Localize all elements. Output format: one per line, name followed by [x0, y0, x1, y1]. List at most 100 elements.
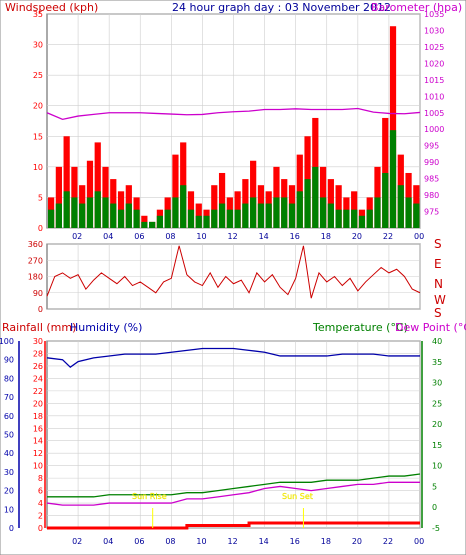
humidity-y-tick: 80	[4, 374, 14, 383]
barometer-axis-label: Barometer (hpa)	[371, 1, 462, 14]
average-bar	[149, 221, 156, 228]
humidity-y-tick: 70	[4, 393, 14, 402]
wind-y-tick: 25	[33, 71, 43, 80]
barometer-y-tick: 975	[424, 208, 439, 217]
average-bar	[226, 209, 233, 228]
rain-y-tick: 24	[33, 374, 43, 383]
average-bar	[288, 203, 296, 228]
average-bar	[71, 197, 78, 228]
average-bar	[94, 191, 101, 228]
humidity-y-tick: 0	[9, 524, 14, 533]
rain-y-tick: 8	[38, 474, 43, 483]
rain-y-tick: 22	[33, 387, 43, 396]
dewpoint-axis-label: Dew Point (°C)	[395, 321, 466, 334]
average-bar	[335, 209, 342, 228]
barometer-y-tick: 990	[424, 158, 439, 167]
average-bar	[234, 209, 241, 228]
humidity-y-tick: 90	[4, 356, 14, 365]
rain-y-tick: 14	[33, 437, 43, 446]
average-bar	[164, 209, 171, 228]
gust-bar	[110, 179, 117, 228]
rainfall-axis-label: Rainfall (mm)	[2, 321, 76, 334]
rain-y-tick: 20	[33, 399, 43, 408]
climate-x-tick: 16	[290, 537, 300, 546]
average-bar	[389, 130, 397, 228]
climate-x-tick: 18	[321, 537, 331, 546]
rain-y-tick: 12	[33, 449, 43, 458]
chart-title: 24 hour graph day : 03 November 2012	[172, 1, 391, 14]
climate-x-tick: 20	[352, 537, 362, 546]
barometer-y-tick: 1015	[424, 76, 444, 85]
dir-y-tick: 180	[28, 273, 43, 282]
gust-bar	[335, 185, 342, 228]
average-bar	[382, 172, 389, 228]
average-bar	[366, 209, 373, 228]
humidity-y-tick: 20	[4, 487, 14, 496]
wind-y-tick: 35	[33, 10, 43, 19]
temperature-y-tick: 25	[432, 399, 442, 408]
humidity-line	[46, 347, 420, 369]
barometer-y-tick: 1020	[424, 59, 444, 68]
barometer-y-tick: 1000	[424, 125, 444, 134]
climate-x-tick: 06	[134, 537, 144, 546]
average-bar	[242, 203, 249, 228]
sunset-label: Sun Set	[282, 492, 313, 501]
gust-bar	[211, 185, 218, 228]
compass-label-w: W	[434, 293, 446, 307]
average-bar	[48, 209, 55, 228]
wind-y-tick: 30	[33, 41, 43, 50]
wind-x-tick: 04	[103, 232, 113, 241]
average-bar	[319, 197, 327, 228]
dir-y-tick: 270	[28, 256, 43, 265]
average-bar	[273, 197, 280, 228]
rain-y-tick: 30	[33, 337, 43, 346]
wind-x-tick: 06	[134, 232, 144, 241]
gust-bar	[327, 179, 334, 228]
compass-label-s-top: S	[434, 237, 442, 251]
wind-y-tick: 15	[33, 132, 43, 141]
barometer-y-tick: 1010	[424, 92, 444, 101]
wind-x-tick: 08	[165, 232, 175, 241]
average-bar	[312, 166, 319, 228]
average-bar	[195, 215, 202, 228]
gust-bar	[94, 142, 101, 228]
wind-x-tick: 02	[72, 232, 82, 241]
wind-x-tick: 00	[414, 232, 424, 241]
climate-x-tick: 00	[414, 537, 424, 546]
humidity-y-tick: 60	[4, 412, 14, 421]
climate-x-tick: 08	[165, 537, 175, 546]
average-bar	[211, 209, 218, 228]
temperature-y-tick: 35	[432, 358, 442, 367]
rain-y-tick: 4	[38, 499, 43, 508]
average-bar	[250, 197, 257, 228]
temperature-y-tick: 40	[432, 337, 442, 346]
gust-bar	[234, 191, 241, 228]
average-bar	[327, 203, 334, 228]
wind-x-tick: 18	[321, 232, 331, 241]
gust-bar	[55, 166, 62, 228]
barometer-y-tick: 1005	[424, 109, 444, 118]
humidity-axis-label: Humidity (%)	[70, 321, 142, 334]
wind-y-tick: 0	[38, 224, 43, 233]
average-bar	[343, 209, 350, 228]
climate-x-tick: 22	[383, 537, 393, 546]
dir-y-tick: 360	[28, 240, 43, 249]
rain-y-tick: 2	[38, 512, 43, 521]
average-bar	[133, 209, 140, 228]
climate-x-tick: 12	[228, 537, 238, 546]
average-bar	[187, 209, 195, 228]
average-bar	[218, 203, 226, 228]
barometer-y-tick: 1035	[424, 10, 444, 19]
wind-x-tick: 10	[196, 232, 206, 241]
humidity-y-tick: 50	[4, 431, 14, 440]
barometer-y-tick: 985	[424, 175, 439, 184]
average-bar	[55, 203, 62, 228]
wind-x-tick: 22	[383, 232, 393, 241]
rain-y-tick: 6	[38, 487, 43, 496]
gust-bar	[250, 160, 257, 228]
gust-bar	[218, 172, 226, 228]
barometer-y-tick: 1030	[424, 26, 444, 35]
rainfall-line	[47, 521, 420, 530]
